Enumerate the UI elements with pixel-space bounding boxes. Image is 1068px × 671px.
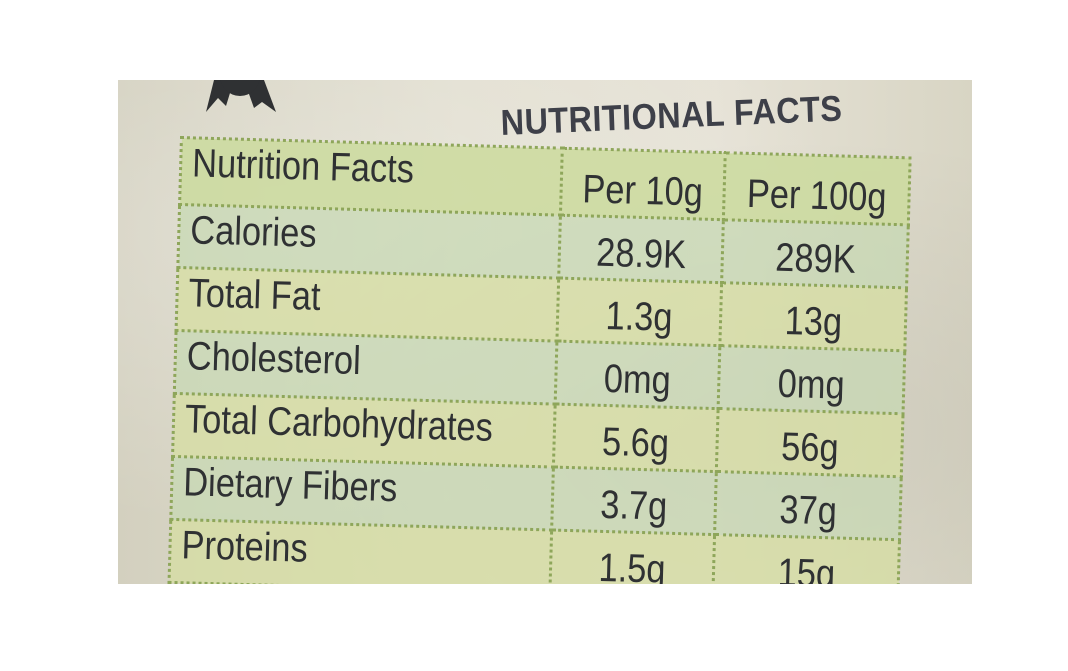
per-100g-cell: 15g bbox=[712, 534, 900, 584]
per-10g-cell: 0mg bbox=[555, 341, 720, 409]
nutrient-cell: Total Carbohydrates bbox=[172, 393, 556, 468]
nutrient-cell: Proteins bbox=[169, 519, 552, 584]
per-100g-cell: 56g bbox=[716, 408, 904, 477]
nutrition-table-wrap: Nutrition Facts Per 10g Per 100g Calorie… bbox=[167, 136, 912, 584]
nutrient-cell: Cholesterol bbox=[174, 330, 557, 405]
per-100g-cell: 289K bbox=[721, 219, 909, 288]
per-10g-cell: 28.9K bbox=[558, 215, 724, 283]
nutrient-cell: Dietary Fibers bbox=[170, 456, 554, 531]
per-10g-cell: 3.7g bbox=[551, 467, 717, 535]
per-10g-cell: 1.5g bbox=[549, 530, 715, 584]
header-per-100g-cell: Per 100g bbox=[723, 152, 911, 225]
nutrition-heading: NUTRITIONAL FACTS bbox=[500, 87, 844, 143]
header-nutrient-cell: Nutrition Facts bbox=[179, 137, 563, 216]
per-10g-cell: 5.6g bbox=[553, 404, 719, 472]
per-100g-cell: 37g bbox=[714, 471, 902, 540]
ribbon-badge-icon bbox=[206, 80, 276, 112]
header-per-10g-cell: Per 10g bbox=[560, 148, 726, 220]
per-100g-cell: 0mg bbox=[718, 345, 906, 414]
nutrient-cell: Calories bbox=[177, 204, 561, 279]
nutrition-table: Nutrition Facts Per 10g Per 100g Calorie… bbox=[167, 136, 912, 584]
per-100g-cell: 13g bbox=[719, 282, 907, 351]
per-10g-cell: 1.3g bbox=[556, 278, 722, 346]
label-photo: NUTRITIONAL FACTS Nutrition Facts Per 10… bbox=[118, 80, 972, 584]
nutrient-cell: Total Fat bbox=[176, 267, 559, 342]
